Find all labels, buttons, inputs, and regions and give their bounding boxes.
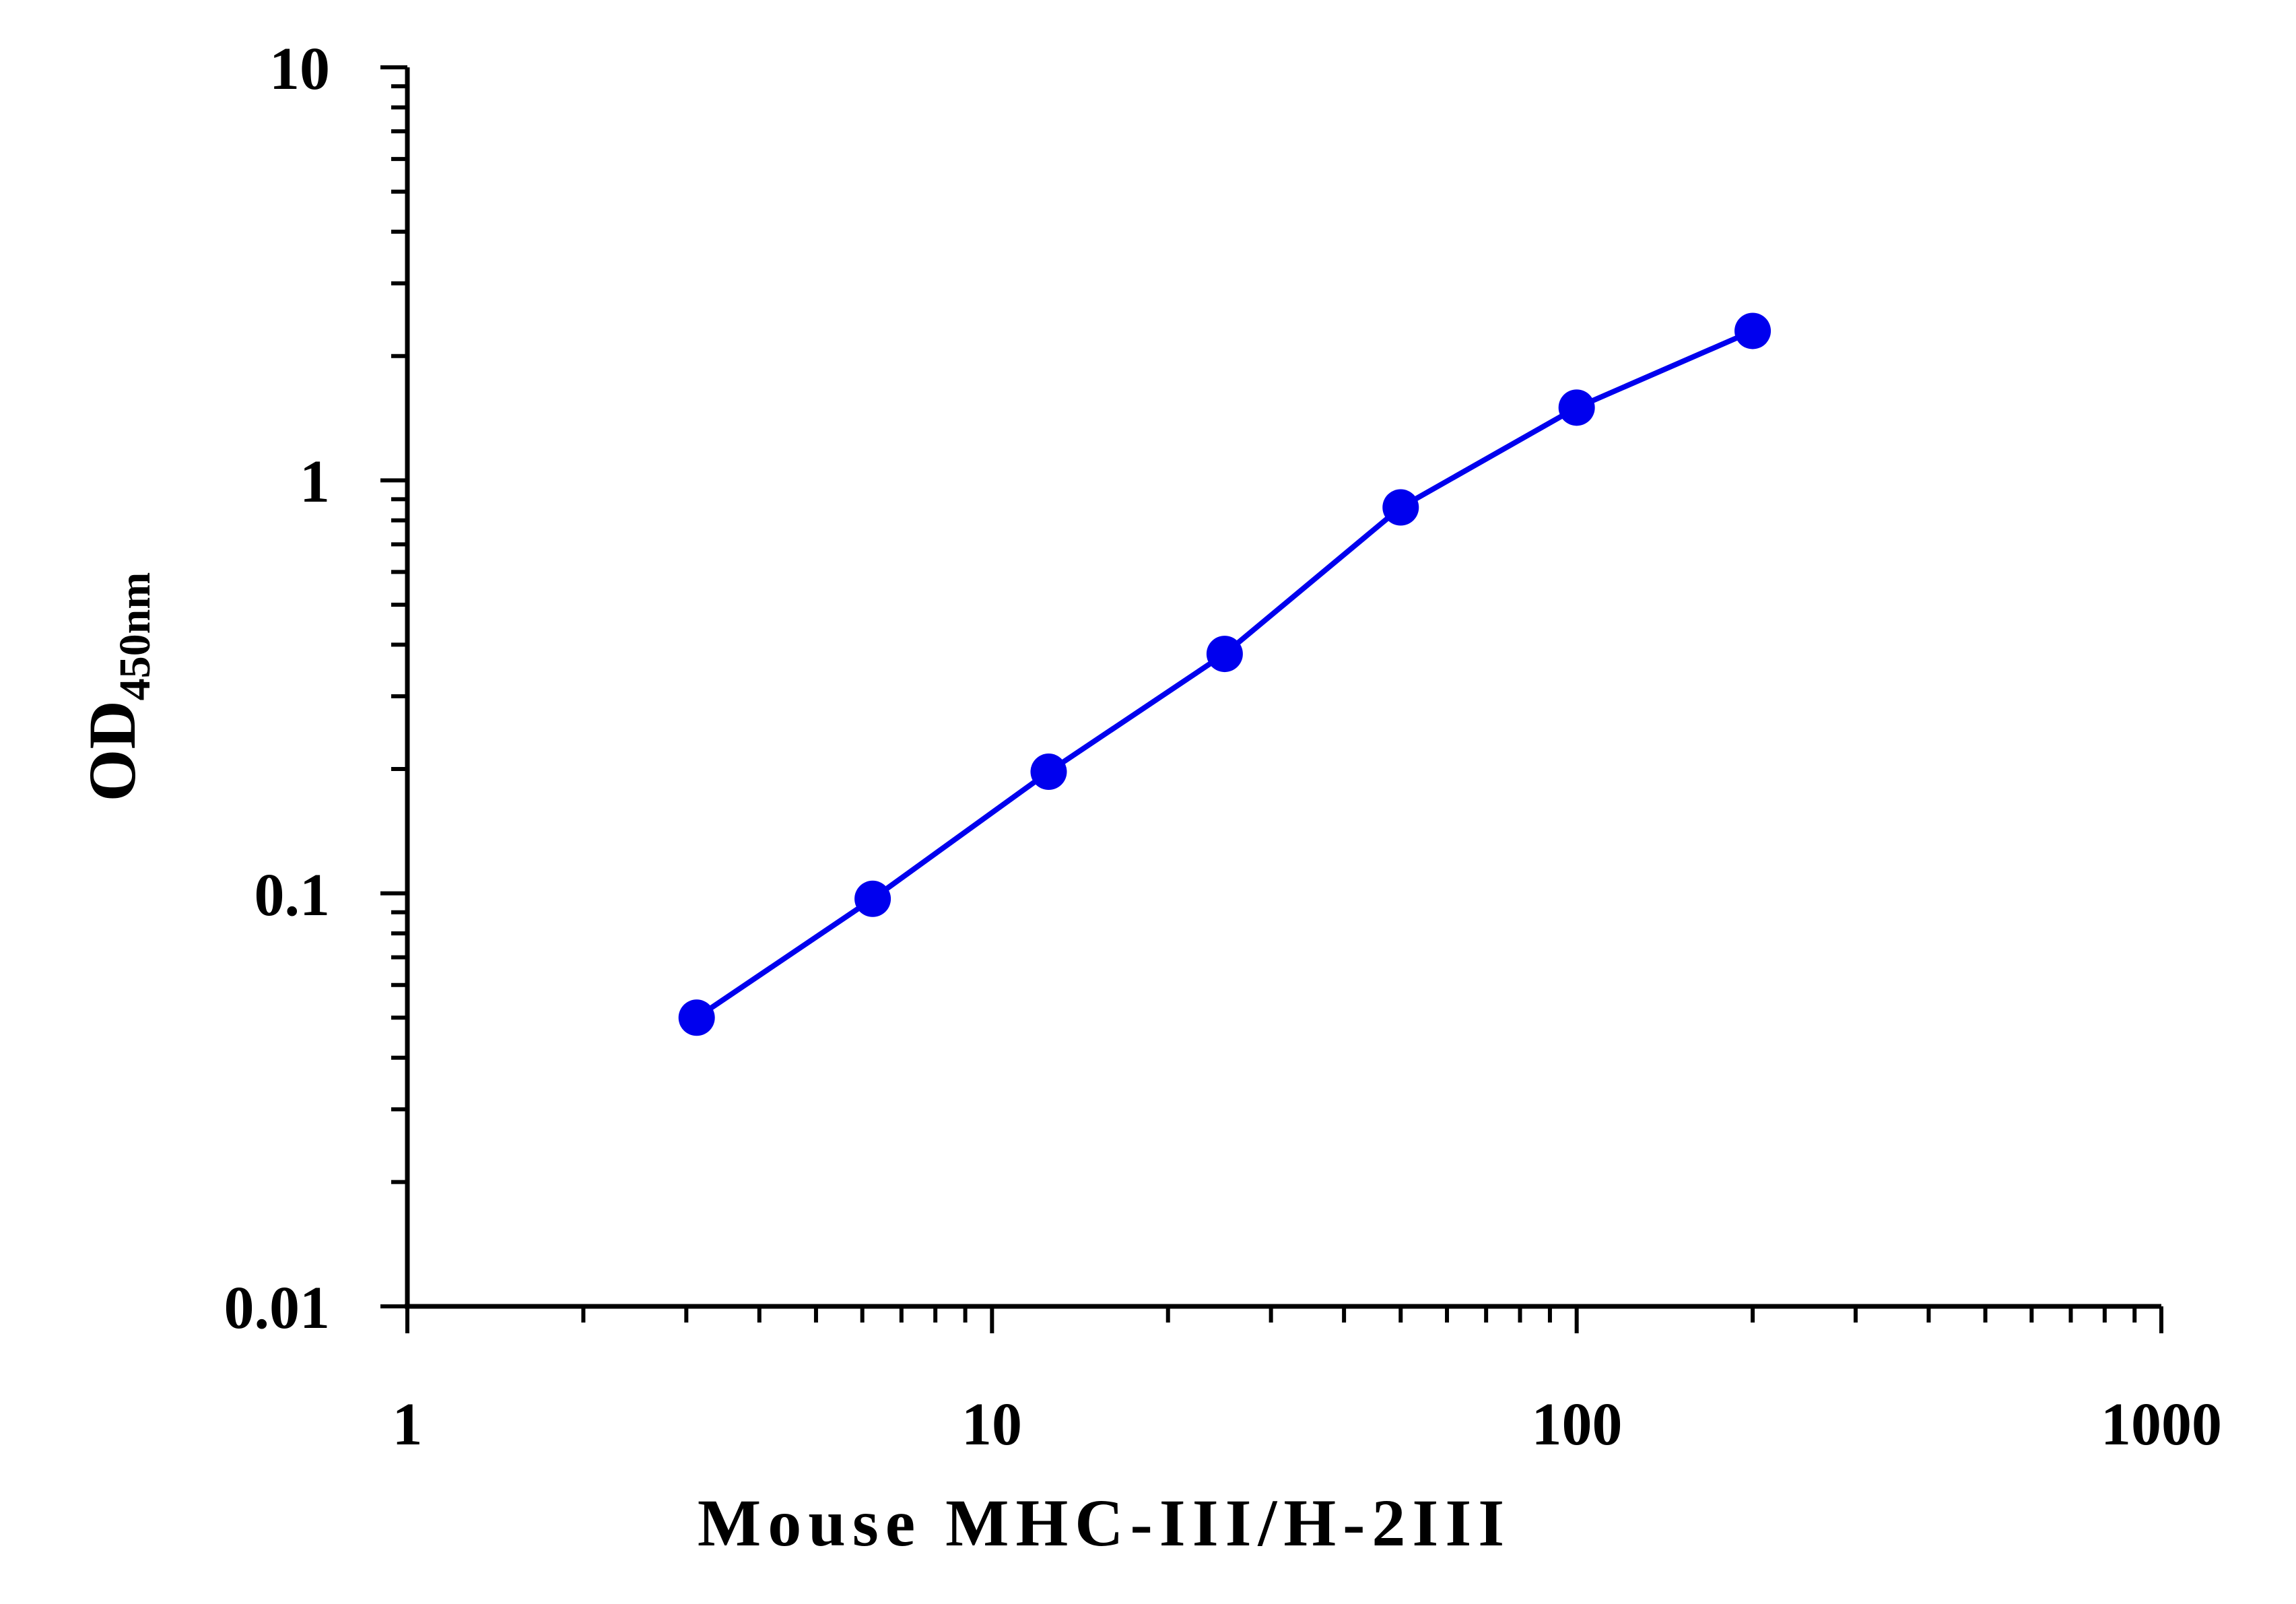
y-tick-label-0.01: 0.01 [224,1275,331,1341]
y-axis-title: OD450nm [75,572,160,802]
y-tick-label-10: 10 [269,36,330,102]
plot-area [678,312,1771,1036]
data-point [678,999,715,1036]
y-axis-title-subscript: 450nm [110,572,160,701]
data-point [1030,754,1067,791]
x-tick-label-10: 10 [961,1391,1022,1458]
data-point [854,880,891,917]
data-point [1382,489,1419,526]
data-point [1734,312,1771,349]
y-tick-label-0.1: 0.1 [255,862,331,929]
x-tick-label-1: 1 [393,1391,423,1458]
series-line [695,328,1754,1020]
x-tick-label-100: 100 [1532,1391,1623,1458]
minor-ticks [391,84,2137,1323]
y-tick-labels: 0.01 0.1 1 10 [224,36,331,1341]
y-axis-title-main: OD [75,700,149,801]
x-axis-title: Mouse MHC-III/H-2III [698,1485,1511,1560]
y-tick-label-1: 1 [300,448,330,515]
x-tick-label-1000: 1000 [2101,1391,2222,1458]
x-tick-labels: 1 10 100 1000 [393,1391,2223,1458]
data-point [1558,389,1595,426]
major-ticks [380,65,2163,1333]
data-point [1206,636,1243,673]
